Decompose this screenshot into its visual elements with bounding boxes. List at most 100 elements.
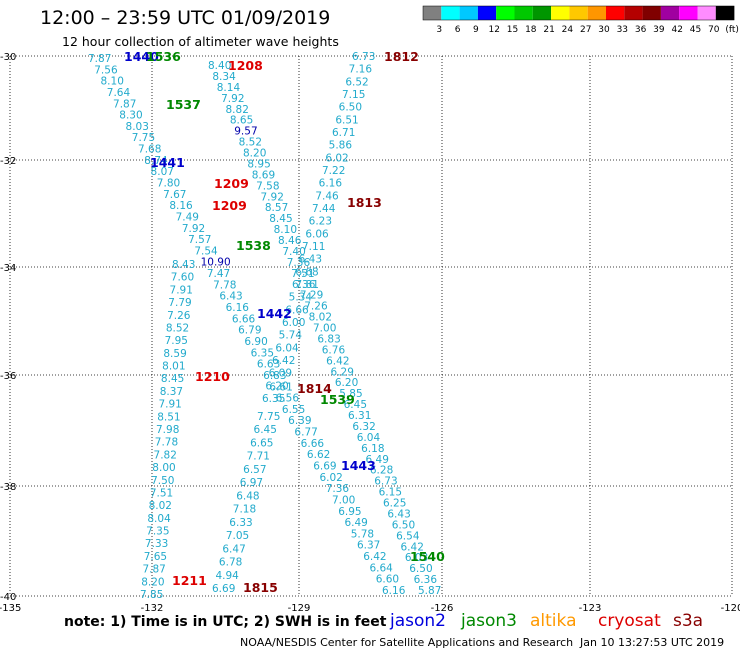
wave-height-value: 7.56 [94,64,118,76]
wave-height-value: 7.40 [282,246,305,258]
wave-height-value: 6.95 [338,506,361,518]
lat-lon-grid [9,55,733,597]
wave-height-value: 7.47 [207,268,230,280]
wave-height-value: 7.87 [88,53,111,65]
wave-height-value: 7.26 [167,310,191,322]
pass-time-label: 1210 [195,369,230,384]
legend-label: 24 [562,25,574,35]
pass-time-label: 1815 [243,580,278,595]
lat-label: -30 [0,52,16,63]
wave-height-value: 7.33 [145,538,168,550]
wave-height-value: 6.09 [269,368,292,380]
wave-height-value: 6.62 [307,449,330,461]
legend-label: 15 [507,25,518,35]
wave-height-value: 8.57 [265,202,288,214]
wave-height-value: 6.97 [240,477,263,489]
lat-label: -40 [0,592,16,603]
pass-time-label: 1813 [347,195,382,210]
pass-time-label: 1441 [150,155,185,170]
wave-height-value: 7.92 [182,223,205,235]
wave-height-value: 6.64 [369,562,393,574]
wave-height-value: 7.75 [132,132,155,144]
wave-height-value: 7.98 [156,424,179,436]
pass-time-label: 1211 [172,573,207,588]
wave-height-value: 6.42 [363,551,386,563]
wave-height-value: 7.05 [226,530,249,542]
wave-height-value: 6.68 [295,266,318,278]
wave-height-value: 6.43 [299,254,322,266]
wave-height-value: 6.20 [265,380,288,392]
pass-time-label: 1209 [212,198,247,213]
wave-height-value: 8.43 [172,259,195,271]
wave-height-value: 5.85 [339,388,362,400]
wave-height-value: 6.25 [383,498,406,510]
wave-height-value: 8.52 [239,137,262,149]
legend-label: 36 [635,25,647,35]
wave-height-value: 7.35 [146,526,169,538]
wave-height-value: 6.71 [332,127,355,139]
pass-time-label: 1442 [257,306,292,321]
wave-height-value: 5.86 [329,140,353,152]
pass-time-label: 1209 [214,176,249,191]
wave-height-value: 6.73 [352,51,375,63]
wave-height-value: 6.35 [262,393,285,405]
pass-time-label: 1440 [124,49,159,64]
wave-height-value: 5.78 [351,528,374,540]
wave-height-value: 8.02 [149,500,172,512]
wave-height-value: 6.16 [382,585,406,597]
wave-height-value: 9.57 [234,126,257,138]
wave-height-value: 7.81 [296,279,319,291]
wave-height-value: 7.67 [163,189,186,201]
wave-height-value: 6.51 [335,114,358,126]
legend-label: 30 [598,25,610,35]
lat-label: -36 [0,371,16,382]
wave-height-value: 7.92 [261,191,284,203]
wave-height-value: 7.65 [144,551,167,563]
wave-height-value: 6.73 [374,476,397,488]
wave-height-value: 7.22 [322,165,345,177]
legend-swatch [532,6,552,20]
wave-height-value: 6.18 [361,443,384,455]
wave-height-value: 7.79 [168,297,191,309]
wave-height-value: 6.45 [344,399,367,411]
wave-height-value: 6.36 [292,279,316,291]
wave-height-value: 5.74 [279,330,303,342]
wave-height-value: 8.65 [230,115,253,127]
legend-label: 39 [653,25,665,35]
wave-height-value: 8.10 [274,224,297,236]
wave-height-value: 7.85 [140,589,163,601]
wave-height-value: 6.54 [396,530,420,542]
wave-height-value: 6.35 [251,347,274,359]
lat-label: -38 [0,482,16,493]
wave-height-value: 6.16 [226,302,250,314]
wave-height-value: 8.40 [208,60,231,72]
wave-height-value: 6.29 [331,366,354,378]
pass-time-label: 1537 [166,97,201,112]
wave-height-value: 7.92 [221,93,244,105]
wave-height-value: 6.28 [370,465,393,477]
wave-height-value: 6.83 [263,370,286,382]
wave-height-value: 5.34 [289,292,313,304]
wave-height-value: 7.78 [155,437,178,449]
satellite-name: cryosat [598,611,661,631]
wave-height-value: 7.60 [171,272,194,284]
wave-height-value: 7.91 [158,399,181,411]
footer-credit: NOAA/NESDIS Center for Satellite Applica… [240,636,573,649]
wave-height-value: 7.80 [157,178,180,190]
page-title: 12:00 – 23:59 UTC 01/09/2019 [40,7,330,29]
wave-height-value: 6.65 [250,437,273,449]
wave-height-value: 6.00 [282,317,305,329]
wave-height-value: 7.78 [213,279,236,291]
wave-height-value: 6.06 [305,228,329,240]
wave-height-value: 8.82 [226,104,249,116]
pass-time-label: 1536 [146,49,181,64]
wave-height-value: 7.46 [315,190,339,202]
pass-time-label: 1539 [320,392,355,407]
satellite-legend: jason2 jason3 altika cryosat s3a [389,611,703,631]
lon-label: -135 [0,603,21,614]
lon-label: -126 [431,603,454,614]
legend-swatch [642,6,661,20]
lat-label: -34 [0,263,16,274]
wave-height-value: 7.00 [313,323,336,335]
